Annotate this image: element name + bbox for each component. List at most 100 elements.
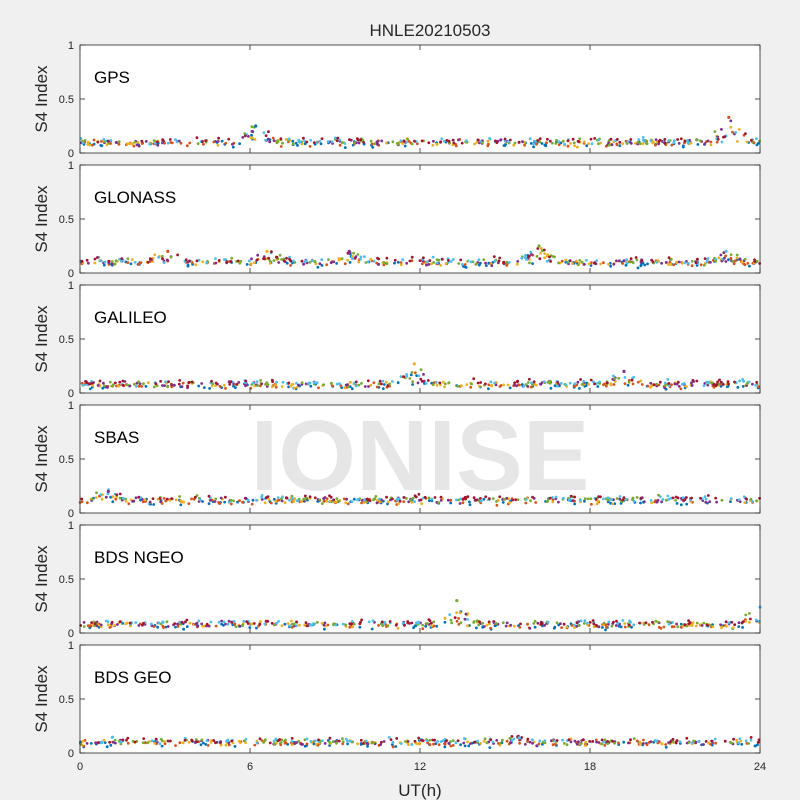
- panel-name-label: GLONASS: [94, 188, 176, 207]
- data-point: [250, 502, 254, 506]
- data-point: [372, 741, 375, 745]
- data-point: [623, 382, 627, 385]
- data-point: [350, 622, 353, 626]
- peak-point: [106, 489, 110, 493]
- data-point: [422, 256, 425, 260]
- data-point: [582, 379, 585, 383]
- data-point: [439, 140, 443, 144]
- data-point: [359, 738, 363, 742]
- data-point: [517, 141, 521, 144]
- data-point: [121, 496, 125, 500]
- data-point: [386, 500, 390, 504]
- data-point: [688, 138, 691, 142]
- data-point: [610, 624, 614, 628]
- data-point: [92, 138, 96, 142]
- data-point: [667, 498, 671, 501]
- data-point: [481, 621, 484, 625]
- data-point: [126, 142, 129, 146]
- data-point: [561, 496, 565, 500]
- data-point: [606, 496, 610, 500]
- data-point: [437, 258, 441, 262]
- data-point: [386, 384, 390, 388]
- data-point: [335, 262, 338, 265]
- data-point: [755, 499, 758, 503]
- data-point: [650, 384, 654, 388]
- data-point: [501, 621, 505, 625]
- data-point: [98, 259, 102, 263]
- data-point: [613, 377, 617, 380]
- data-point: [264, 138, 267, 142]
- data-point: [236, 259, 240, 263]
- data-point: [413, 139, 416, 143]
- data-point: [386, 624, 390, 628]
- data-point: [230, 739, 234, 743]
- data-point: [369, 139, 373, 143]
- data-point: [328, 499, 332, 503]
- data-point: [654, 619, 658, 623]
- data-point: [460, 141, 464, 145]
- data-point: [495, 503, 499, 507]
- data-point: [575, 145, 579, 149]
- y-tick-label: 0.5: [59, 94, 74, 106]
- data-point: [161, 384, 164, 387]
- data-point: [396, 260, 400, 264]
- data-point: [314, 743, 318, 746]
- data-point: [268, 741, 272, 745]
- data-point: [181, 381, 185, 385]
- data-point: [688, 621, 692, 625]
- data-point: [270, 621, 274, 625]
- data-point: [307, 381, 311, 385]
- data-point: [214, 257, 217, 260]
- data-point: [486, 139, 490, 143]
- data-point: [527, 254, 531, 258]
- data-point: [618, 144, 622, 148]
- data-point: [493, 381, 496, 385]
- data-point: [396, 498, 399, 502]
- data-point: [175, 140, 179, 144]
- data-point: [100, 741, 104, 745]
- data-point: [357, 260, 360, 264]
- plot-area: [80, 645, 760, 753]
- data-point: [214, 261, 218, 265]
- data-point: [275, 380, 278, 384]
- data-points: [78, 488, 761, 507]
- data-point: [128, 142, 132, 146]
- data-point: [113, 262, 117, 266]
- data-points: [79, 599, 762, 632]
- data-point: [495, 500, 498, 503]
- data-point: [173, 383, 176, 387]
- data-point: [416, 742, 419, 746]
- data-point: [629, 257, 633, 261]
- data-point: [531, 495, 534, 499]
- data-point: [222, 258, 226, 262]
- data-point: [484, 264, 488, 267]
- data-point: [465, 139, 468, 143]
- data-point: [340, 257, 344, 261]
- data-point: [585, 144, 589, 148]
- data-point: [103, 140, 107, 144]
- data-point: [706, 383, 710, 387]
- data-point: [571, 499, 575, 502]
- data-point: [144, 140, 148, 143]
- data-point: [494, 383, 498, 387]
- data-point: [226, 622, 230, 626]
- data-point: [417, 492, 421, 496]
- data-point: [457, 498, 460, 502]
- data-point: [209, 741, 213, 744]
- data-point: [638, 621, 641, 625]
- data-point: [588, 740, 591, 743]
- data-point: [289, 384, 293, 388]
- data-point: [690, 259, 694, 263]
- data-point: [744, 739, 748, 743]
- data-point: [318, 262, 322, 266]
- data-point: [179, 499, 183, 503]
- data-point: [178, 620, 182, 624]
- data-point: [426, 741, 429, 745]
- data-point: [234, 625, 238, 629]
- data-point: [526, 381, 530, 384]
- data-point: [184, 620, 187, 624]
- data-point: [193, 495, 197, 499]
- data-point: [660, 261, 663, 265]
- data-point: [82, 383, 85, 387]
- data-point: [202, 741, 205, 745]
